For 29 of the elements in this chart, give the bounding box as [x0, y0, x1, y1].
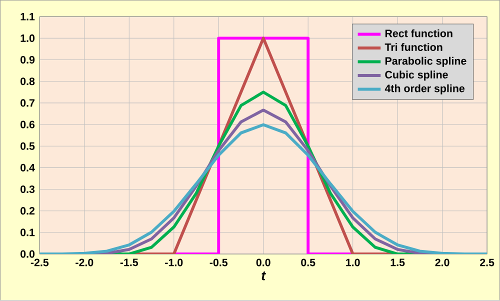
- x-tick-label: -2.0: [76, 258, 94, 266]
- y-tick-label: 0.9: [20, 56, 35, 64]
- y-tick-label: 0.1: [20, 228, 35, 236]
- x-tick-label: 0.0: [256, 258, 270, 266]
- x-tick-label: 2.5: [480, 258, 494, 266]
- x-tick-label: -0.5: [210, 258, 228, 266]
- x-tick-label: 0.5: [301, 258, 316, 266]
- x-tick-label: -2.5: [30, 258, 49, 266]
- x-tick-label: -1.0: [165, 258, 183, 266]
- x-tick-label: -1.5: [120, 258, 138, 266]
- y-tick-label: 0.0: [20, 250, 35, 258]
- y-tick-label: 0.2: [20, 207, 35, 215]
- x-tick-label: 1.5: [390, 258, 405, 266]
- legend-label: Parabolic spline: [385, 57, 466, 67]
- y-tick-label: 0.6: [20, 120, 35, 128]
- y-tick-label: 1.1: [20, 13, 35, 20]
- legend-label: 4th order spline: [384, 84, 465, 94]
- x-tick-label: 2.0: [435, 258, 450, 266]
- x-tick-label: 1.0: [346, 258, 360, 266]
- legend-label: Cubic spline: [385, 70, 448, 81]
- y-tick-label: 1.0: [20, 34, 35, 42]
- y-tick-label: 0.4: [20, 164, 35, 172]
- y-tick-label: 0.3: [20, 186, 35, 194]
- y-tick-label: 0.5: [20, 142, 35, 150]
- x-axis-title: t: [262, 272, 266, 280]
- y-tick-label: 0.8: [20, 78, 35, 86]
- legend-label: Tri function: [384, 43, 442, 52]
- legend-label: Rect function: [385, 30, 452, 38]
- y-tick-label: 0.7: [20, 99, 34, 107]
